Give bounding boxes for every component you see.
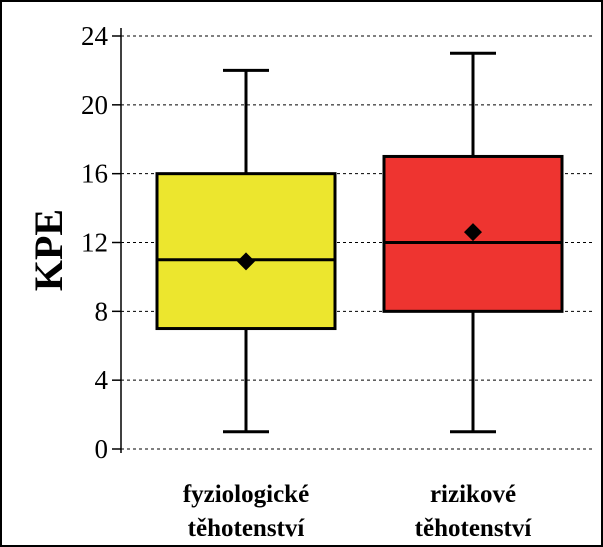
box (155, 172, 337, 331)
y-tick-label: 0 (95, 434, 109, 464)
category-label: rizikové (430, 481, 516, 508)
category-label: fyziologické (183, 481, 309, 508)
box-group (382, 51, 564, 434)
y-tick-label: 24 (81, 21, 109, 51)
mean-marker (464, 223, 482, 242)
y-axis-title: KPE (26, 209, 71, 291)
y-tick-label: 4 (95, 365, 109, 395)
box-group (155, 68, 337, 434)
category-label: těhotenství (188, 515, 306, 542)
mean-marker (237, 252, 255, 271)
y-tick-label: 12 (81, 228, 108, 258)
y-tick-label: 20 (81, 90, 108, 120)
y-tick-label: 16 (81, 159, 108, 189)
category-label: těhotenství (415, 515, 533, 542)
y-tick-label: 8 (95, 296, 109, 326)
